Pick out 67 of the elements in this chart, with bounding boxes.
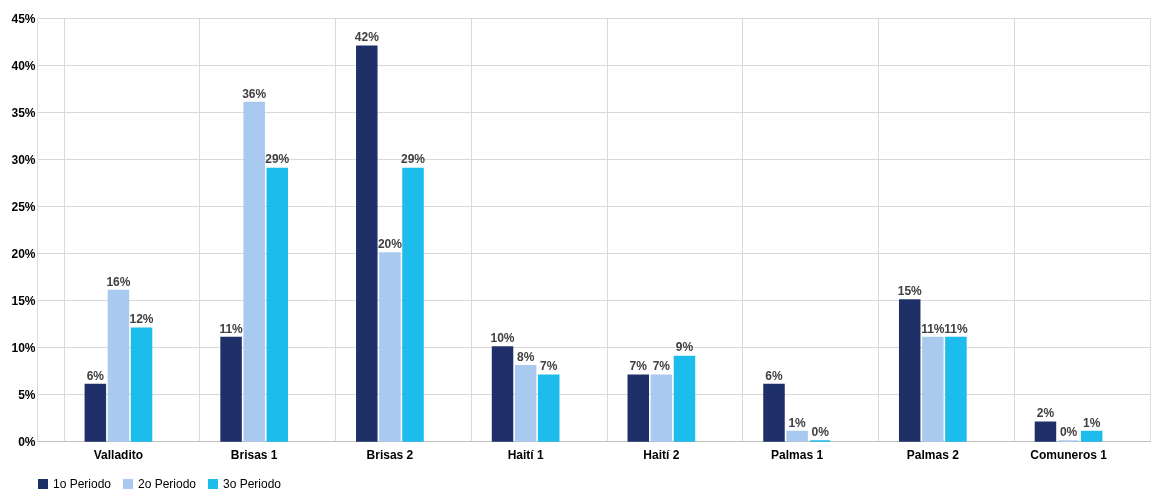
y-tick-label: 35% (11, 105, 36, 120)
data-label: 10% (490, 331, 515, 345)
x-tick-label: Brisas 2 (366, 447, 414, 462)
data-label: 11% (944, 321, 968, 336)
data-label: 7% (652, 359, 671, 374)
data-label: 1% (1082, 415, 1101, 430)
bar (673, 355, 696, 442)
data-label: 42% (354, 30, 380, 45)
data-label: 0% (811, 425, 830, 439)
data-label: 7% (540, 359, 558, 374)
bar (514, 365, 537, 442)
bar (402, 167, 424, 442)
data-label: 0% (1059, 425, 1078, 439)
bar (379, 252, 401, 442)
bar (650, 374, 673, 442)
y-tick-label: 40% (11, 58, 36, 73)
bar (945, 336, 967, 442)
data-label: 12% (129, 312, 154, 327)
data-label: 11% (219, 321, 244, 336)
data-label: 1% (788, 415, 807, 430)
bar (1080, 430, 1103, 442)
bar (220, 336, 242, 442)
y-tick-label: 0% (18, 434, 36, 449)
y-tick-label: 30% (11, 152, 36, 167)
x-tick-label: Haití 2 (643, 447, 680, 462)
data-label: 20% (377, 237, 403, 251)
data-label: 6% (86, 368, 105, 383)
bar (898, 299, 921, 442)
legend-label: 3o Periodo (223, 477, 282, 491)
bar (627, 374, 650, 442)
x-tick-label: Palmas 1 (771, 447, 824, 462)
bar (537, 374, 560, 442)
y-tick-label: 10% (11, 340, 36, 355)
legend-label: 1o Periodo (53, 477, 112, 491)
y-tick-label: 20% (11, 246, 36, 261)
bar (243, 101, 265, 442)
x-tick-label: Haití 1 (507, 447, 544, 462)
bar (491, 346, 514, 442)
bar (84, 383, 107, 442)
bar (763, 383, 785, 442)
data-label: 29% (400, 152, 426, 167)
data-label: 29% (265, 152, 290, 167)
bar (356, 45, 378, 442)
bar (266, 167, 289, 442)
data-label: 15% (897, 284, 923, 298)
y-tick-label: 25% (11, 199, 36, 214)
bar (1034, 421, 1057, 442)
bar (107, 289, 130, 442)
data-label: 16% (106, 274, 131, 289)
x-tick-label: Valladito (93, 447, 144, 462)
x-tick-label: Comuneros 1 (1030, 447, 1108, 462)
legend-label: 2o Periodo (138, 477, 197, 491)
y-tick-label: 45% (11, 11, 36, 26)
data-label: 9% (675, 340, 694, 355)
data-label: 36% (242, 86, 267, 101)
y-tick-label: 15% (11, 293, 36, 308)
bar (922, 336, 944, 442)
data-label: 6% (765, 368, 783, 383)
bar (786, 430, 808, 442)
y-tick-label: 5% (18, 387, 36, 402)
x-tick-label: Brisas 1 (230, 447, 278, 462)
data-label: 8% (516, 349, 535, 364)
bar (130, 327, 153, 442)
data-label: 11% (921, 321, 945, 336)
x-tick-label: Palmas 2 (906, 447, 960, 462)
data-label: 7% (629, 359, 648, 374)
data-label: 2% (1036, 406, 1055, 421)
